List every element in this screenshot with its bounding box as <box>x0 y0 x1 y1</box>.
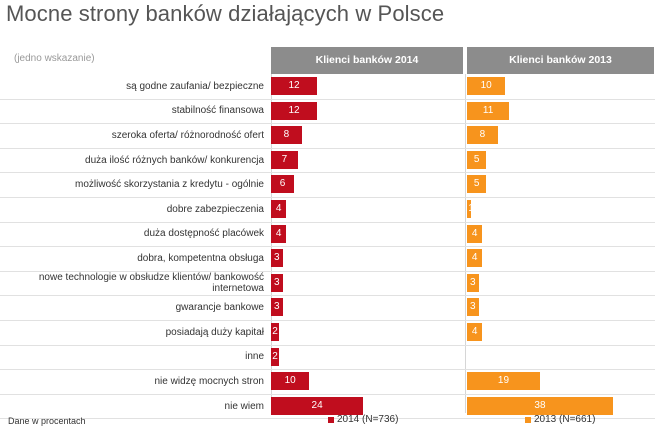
row-separator <box>0 123 655 125</box>
bar-2013 <box>467 372 540 391</box>
column-header-2014: Klienci banków 2014 <box>271 47 463 74</box>
data-label-2014: 12 <box>288 104 300 116</box>
bar-2014 <box>271 347 279 366</box>
row-separator <box>0 320 655 321</box>
bar-2013 <box>467 396 613 415</box>
bar-2014 <box>271 150 298 169</box>
bar-2014 <box>271 200 287 218</box>
bar-2014 <box>271 126 302 145</box>
row-separator <box>0 197 655 198</box>
category-label: możliwość skorzystania z kredytu - ogóln… <box>75 179 264 191</box>
chart-title: Mocne strony banków działających w Polsc… <box>6 1 445 26</box>
bar-2014 <box>271 298 283 317</box>
data-label-2013: 1 <box>468 203 474 214</box>
category-label: są godne zaufania/ bezpieczne <box>126 80 264 92</box>
category-label: duża dostępność placówek <box>143 228 264 240</box>
data-label-2014: 3 <box>273 276 280 288</box>
data-label-2013: 8 <box>479 129 486 141</box>
data-label-2014: 8 <box>283 129 290 141</box>
category-label: posiadają duży kapitał <box>165 326 264 338</box>
category-label: stabilność finansowa <box>171 105 264 117</box>
bar-2013 <box>467 101 510 120</box>
bar-2013 <box>467 175 487 194</box>
bar-2014 <box>271 77 318 95</box>
row-separator <box>0 369 655 371</box>
bar-2013 <box>467 126 498 145</box>
data-label-2013: 4 <box>471 326 478 337</box>
category-label: gwarancje bankowe <box>175 302 264 314</box>
bar-2014 <box>271 249 283 268</box>
row-separator <box>0 98 655 100</box>
data-label-2013: 5 <box>473 153 480 165</box>
data-label-2014: 10 <box>284 375 296 387</box>
bar-2013 <box>467 150 487 169</box>
data-label-2014: 3 <box>273 252 280 264</box>
category-label: dobra, kompetentna obsługa <box>137 252 264 264</box>
data-label-2014: 2 <box>272 326 278 337</box>
bar-2013 <box>467 323 483 341</box>
data-label-2014: 4 <box>275 203 282 214</box>
bar-2014 <box>271 323 279 341</box>
bar-2013 <box>467 200 471 218</box>
data-label-2013: 10 <box>480 80 492 91</box>
bar-2013 <box>467 273 479 292</box>
bar-2013 <box>467 224 483 243</box>
legend-swatch-2014 <box>328 416 334 423</box>
data-label-2013: 19 <box>497 375 510 387</box>
data-label-2014: 3 <box>273 301 280 313</box>
category-label: nie wiem <box>224 400 264 412</box>
row-separator <box>0 295 655 297</box>
category-label: dobre zabezpieczenia <box>166 203 264 215</box>
data-label-2013: 3 <box>469 276 476 288</box>
row-separator <box>0 172 655 174</box>
row-separator <box>0 246 655 248</box>
row-separator <box>0 344 655 346</box>
footer-note: Dane w procentach <box>8 416 86 426</box>
legend-item-2014: 2014 (N=736) <box>328 414 398 425</box>
bar-2014 <box>271 224 287 243</box>
bar-2014 <box>271 396 364 415</box>
data-label-2013: 5 <box>473 178 480 190</box>
bar-2014 <box>271 175 295 194</box>
data-label-2013: 3 <box>469 301 476 313</box>
bar-2014 <box>271 372 310 391</box>
row-separator <box>0 221 655 223</box>
category-label: duża ilość różnych banków/ konkurencja <box>85 154 264 166</box>
data-label-2014: 7 <box>281 153 288 165</box>
category-label: nie widzę mocnych stron <box>154 375 265 387</box>
data-label-2013: 4 <box>471 227 478 239</box>
data-label-2014: 6 <box>279 178 286 190</box>
bar-2013 <box>467 77 506 95</box>
category-label: nowe technologie w obsłudze klientów/ ba… <box>38 272 264 295</box>
data-label-2013: 11 <box>482 104 494 116</box>
column-divider <box>271 74 272 413</box>
row-separator <box>0 393 655 395</box>
legend-swatch-2013 <box>525 416 531 423</box>
bar-2014 <box>271 101 318 120</box>
legend-item-2013: 2013 (N=661) <box>525 414 595 425</box>
data-label-2014: 4 <box>275 227 282 239</box>
category-label: inne <box>245 351 264 363</box>
column-divider <box>465 74 466 413</box>
bar-2013 <box>467 298 479 317</box>
category-label: szeroka oferta/ różnorodność ofert <box>111 129 264 141</box>
column-header-2013: Klienci banków 2013 <box>467 47 654 74</box>
data-label-2014: 12 <box>288 80 300 91</box>
legend-label-2014: 2014 (N=736) <box>337 414 399 425</box>
data-label-2014: 24 <box>311 399 323 411</box>
row-separator <box>0 418 655 420</box>
bar-2014 <box>271 273 283 292</box>
row-separator <box>0 147 655 149</box>
data-label-2013: 38 <box>534 399 546 411</box>
bar-2013 <box>467 249 483 268</box>
chart-note: (jedno wskazanie) <box>14 53 95 64</box>
data-label-2014: 2 <box>272 350 278 362</box>
row-separator <box>0 270 655 272</box>
legend-label-2013: 2013 (N=661) <box>534 414 596 425</box>
data-label-2013: 4 <box>471 252 478 264</box>
